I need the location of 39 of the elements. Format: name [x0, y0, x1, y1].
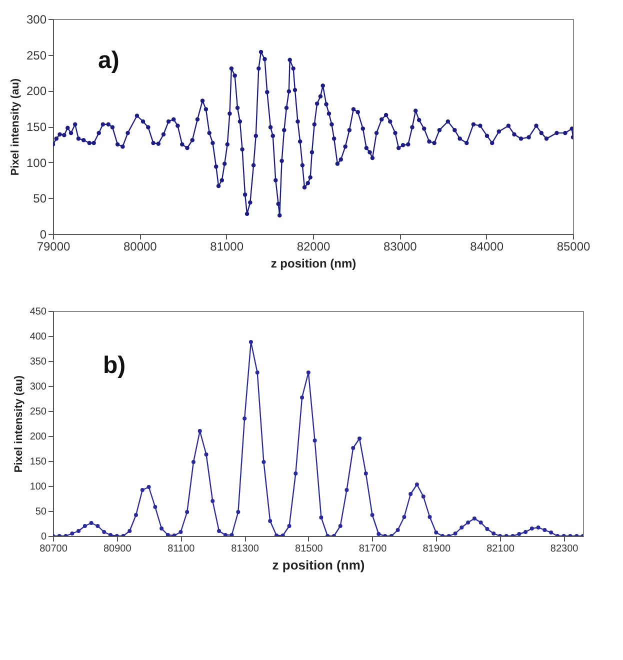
y-tick-label: 350	[30, 356, 47, 368]
x-tick-label: 85000	[556, 240, 591, 254]
x-tick-label: 81000	[210, 240, 244, 254]
x-tick-label: 79000	[36, 240, 71, 254]
x-tick-label: 81300	[231, 544, 260, 554]
y-tick-label: 150	[30, 456, 47, 468]
y-tick-label: 250	[26, 48, 47, 62]
x-tick-label: 83000	[383, 240, 418, 254]
y-tick-label: 450	[30, 306, 47, 318]
y-tick-label: 200	[30, 432, 47, 442]
x-tick-label: 81900	[422, 544, 451, 554]
x-tick-label: 80000	[123, 240, 158, 254]
y-tick-label: 200	[26, 84, 47, 98]
y-tick-label: 0	[40, 532, 47, 542]
annotation: b)	[103, 352, 126, 379]
annotation: a)	[98, 47, 120, 74]
x-tick-label: 80700	[40, 544, 68, 554]
x-axis-title: z position (nm)	[272, 558, 365, 572]
x-tick-label: 80900	[103, 544, 132, 554]
x-tick-label: 81500	[295, 544, 324, 554]
y-tick-label: 50	[35, 506, 47, 518]
y-tick-label: 0	[40, 228, 47, 242]
y-tick-label: 300	[26, 12, 47, 26]
y-tick-label: 250	[30, 406, 47, 418]
x-tick-label: 84000	[470, 240, 504, 254]
y-axis-title: Pixel intensity (au)	[9, 78, 22, 176]
x-axis-title: z position (nm)	[270, 256, 356, 270]
x-tick-label: 81100	[168, 544, 196, 554]
x-tick-label: 82100	[486, 544, 515, 554]
y-axis-title: Pixel intensity (au)	[12, 375, 25, 473]
y-tick-label: 300	[30, 382, 47, 392]
y-tick-label: 100	[30, 482, 47, 492]
x-tick-label: 82300	[550, 544, 579, 554]
y-tick-label: 150	[26, 120, 47, 134]
y-tick-label: 50	[33, 192, 47, 206]
y-tick-label: 400	[30, 332, 47, 342]
y-tick-label: 100	[26, 156, 47, 170]
x-tick-label: 81700	[358, 544, 388, 554]
x-tick-label: 82000	[296, 240, 331, 254]
